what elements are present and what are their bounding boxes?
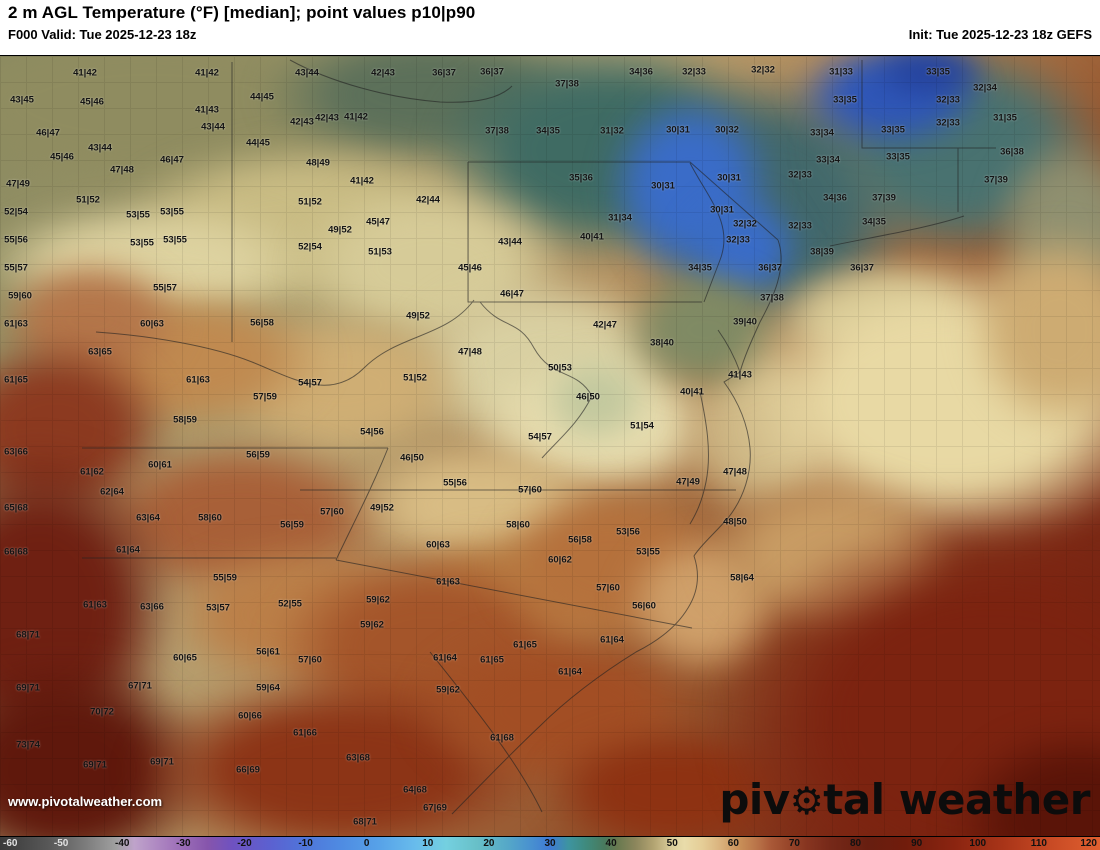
temp-field-blob [965, 225, 1100, 435]
colorbar-tick: 0 [363, 838, 370, 849]
page-title: 2 m AGL Temperature (°F) [median]; point… [8, 3, 476, 22]
colorbar-tick: 100 [969, 838, 987, 849]
colorbar-tick: 120 [1080, 838, 1097, 849]
valid-time-label: F000 Valid: Tue 2025-12-23 18z [8, 27, 197, 42]
colorbar-tick: 80 [849, 838, 862, 849]
watermark-url: www.pivotalweather.com [8, 794, 163, 809]
colorbar-tick: 70 [788, 838, 800, 849]
colorbar-tick: 50 [666, 838, 678, 849]
colorbar-tick: 40 [605, 838, 617, 849]
colorbar-tick: 30 [544, 838, 556, 849]
colorbar-tick: 110 [1030, 838, 1047, 849]
colorbar-tick: -50 [53, 838, 69, 849]
brand-text-pre: piv [719, 775, 790, 824]
colorbar-tick: 20 [483, 838, 495, 849]
colorbar-tick: 10 [422, 838, 434, 849]
map-header: 2 m AGL Temperature (°F) [median]; point… [0, 0, 1100, 56]
colorbar-tick: -30 [176, 838, 191, 849]
brand-watermark: piv⚙tal weather [719, 779, 1090, 821]
colorbar-tick: -60 [3, 838, 18, 849]
colorbar: -60 -50 -40 -30 -20 -10 0 10 20 30 40 50 60 70 80 90 100… [0, 836, 1100, 850]
colorbar-tick: 90 [911, 838, 923, 849]
header-meta-row: F000 Valid: Tue 2025-12-23 18z Init: Tue… [8, 27, 1092, 42]
gear-icon: ⚙ [789, 779, 824, 823]
colorbar-tick: -10 [298, 838, 313, 849]
colorbar-tick: -20 [237, 838, 252, 849]
brand-text-post: tal weather [823, 775, 1090, 824]
init-time-label: Init: Tue 2025-12-23 18z GEFS [908, 27, 1092, 42]
temp-field-blob [950, 725, 1100, 850]
colorbar-tick: -40 [114, 838, 130, 849]
colorbar-tick: 60 [727, 838, 739, 849]
